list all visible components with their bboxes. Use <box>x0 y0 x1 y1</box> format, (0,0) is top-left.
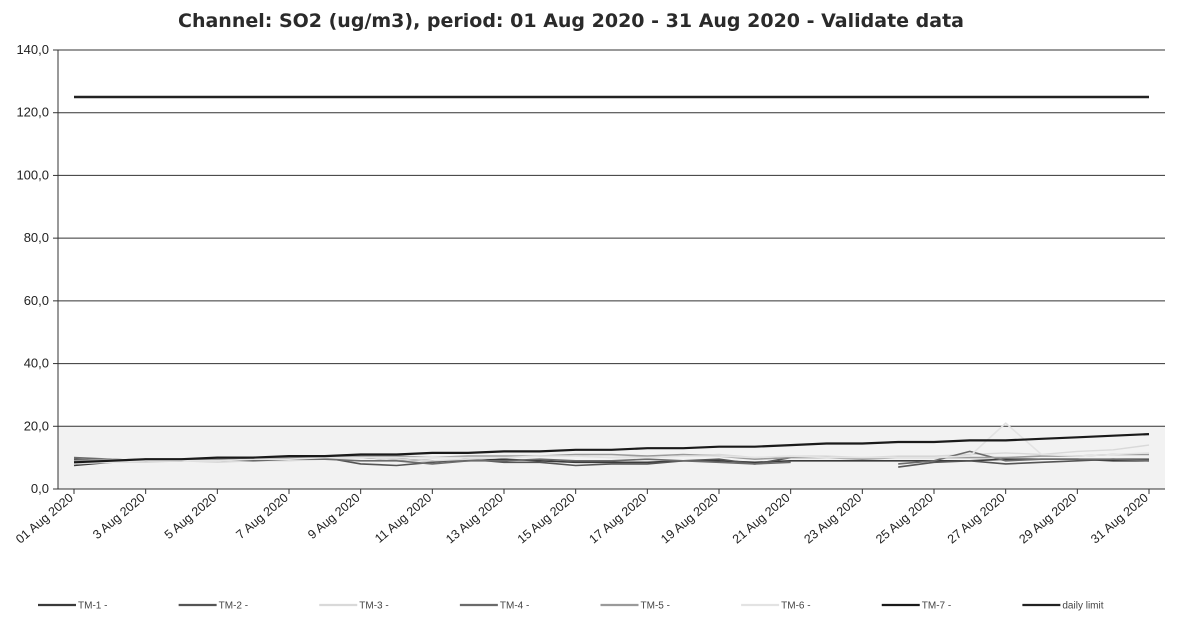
x-tick-label: 29 Aug 2020 <box>1016 491 1079 547</box>
series-line-tm-7 <box>73 433 1150 464</box>
x-tick-label: 23 Aug 2020 <box>801 491 864 547</box>
y-tick-label: 0,0 <box>31 481 49 496</box>
x-tick-label: 9 Aug 2020 <box>305 491 362 542</box>
y-tick-label: 120,0 <box>16 105 49 120</box>
x-tick-label: 15 Aug 2020 <box>515 491 578 547</box>
plot-area: 0,0 20,0 40,0 60,0 80,0 100,0 120,0 140,0 01 Aug… <box>13 42 1165 546</box>
x-tick-label: 25 Aug 2020 <box>873 491 936 547</box>
plot-background <box>58 50 1165 489</box>
x-tick-label: 3 Aug 2020 <box>90 491 147 542</box>
x-tick-label: 31 Aug 2020 <box>1088 491 1151 547</box>
y-tick-label: 100,0 <box>16 167 49 182</box>
y-tick-label: 140,0 <box>16 42 49 57</box>
y-tick-label: 60,0 <box>24 293 49 308</box>
chart-title: Channel: SO2 (ug/m3), period: 01 Aug 202… <box>178 10 964 32</box>
legend-label-daily-limit: daily limit <box>1062 601 1103 612</box>
legend-label-tm-2: TM-2 - <box>219 601 248 612</box>
x-tick-label: 17 Aug 2020 <box>586 491 649 547</box>
y-tick-label: 40,0 <box>24 356 49 371</box>
legend-label-tm-5: TM-5 - <box>641 601 670 612</box>
legend-label-tm-7: TM-7 - <box>922 601 951 612</box>
series-line-tm-6 <box>74 422 1150 464</box>
x-tick-label: 27 Aug 2020 <box>945 491 1008 547</box>
x-tick-label: 7 Aug 2020 <box>233 491 290 542</box>
x-tick-label: 5 Aug 2020 <box>162 491 219 542</box>
y-tick-label: 80,0 <box>24 230 49 245</box>
legend-label-tm-6: TM-6 - <box>781 601 810 612</box>
x-tick-label: 21 Aug 2020 <box>730 491 793 547</box>
x-tick-label: 13 Aug 2020 <box>443 491 506 547</box>
x-tick-label: 11 Aug 2020 <box>372 491 434 546</box>
legend-label-tm-4: TM-4 - <box>500 601 529 612</box>
x-tick-label: 01 Aug 2020 <box>13 491 76 547</box>
legend: TM-1 - TM-2 - TM-3 - TM-4 - TM-5 - TM-6 - TM-7… <box>38 601 1104 612</box>
legend-label-tm-3: TM-3 - <box>359 601 388 612</box>
x-tick-label: 19 Aug 2020 <box>658 491 721 547</box>
y-tick-label: 20,0 <box>24 418 49 433</box>
legend-label-tm-1: TM-1 - <box>78 601 107 612</box>
